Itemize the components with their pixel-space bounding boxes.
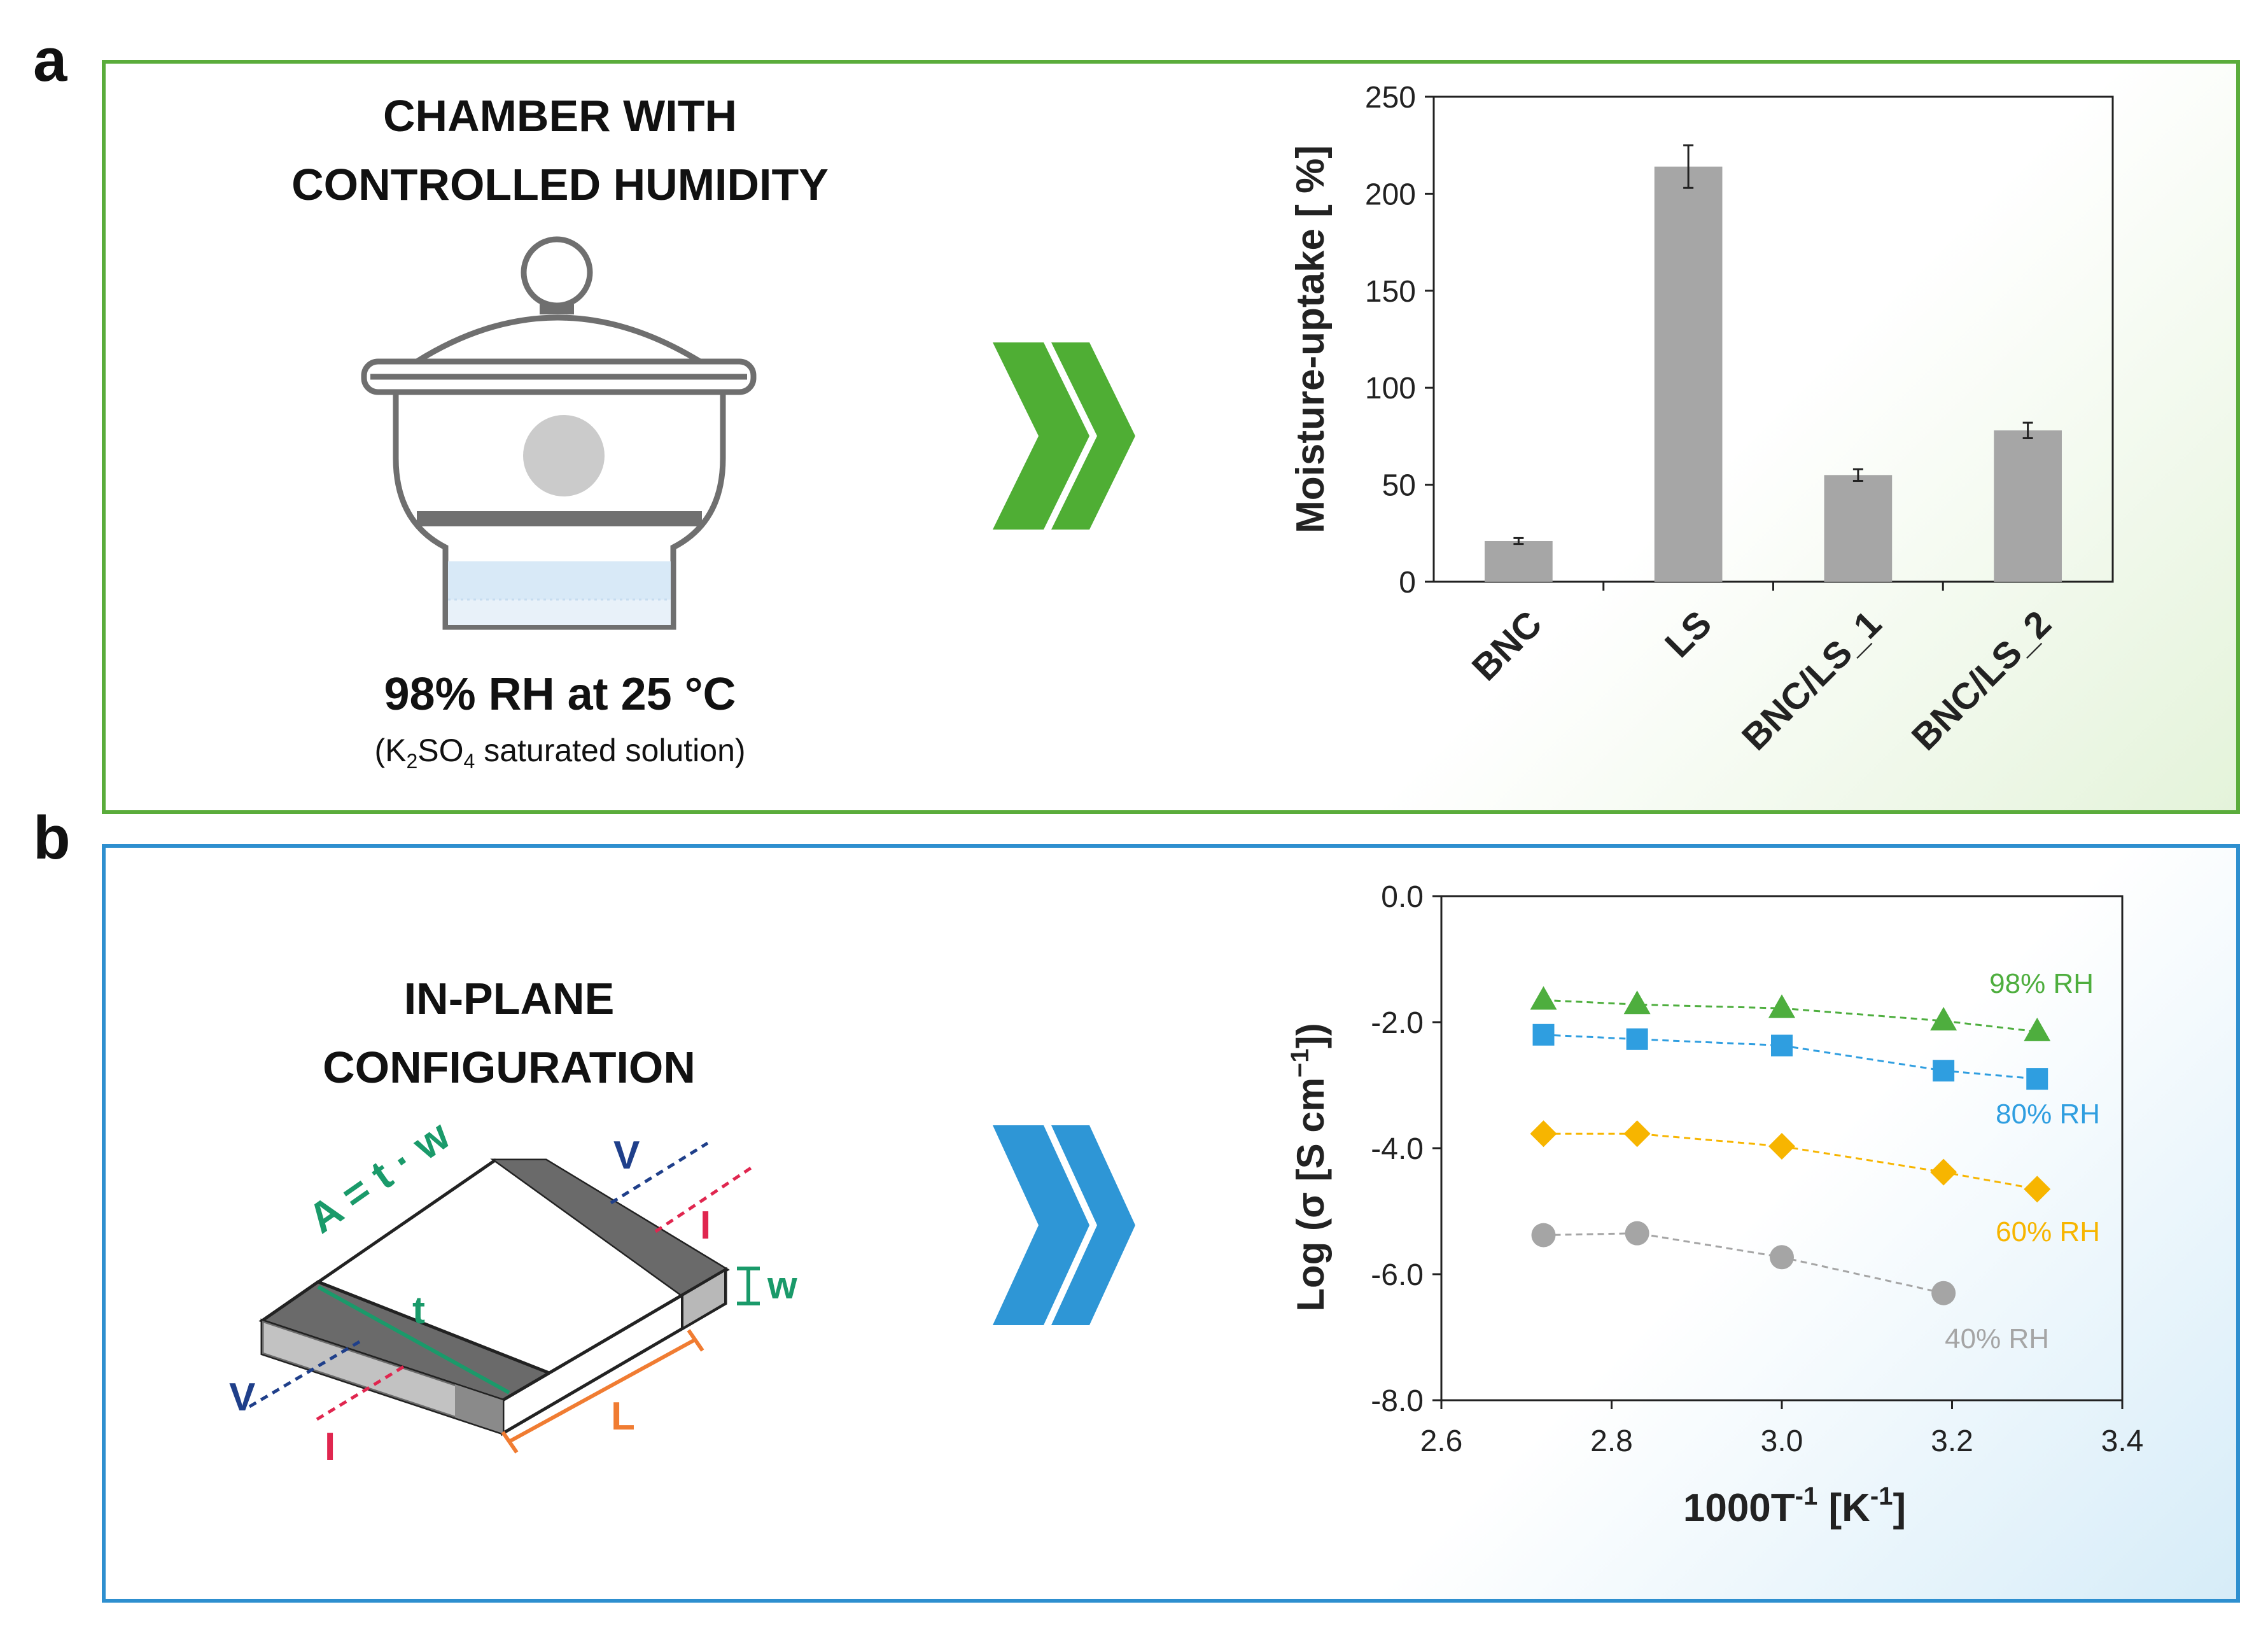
- solution-label: (K2SO4 saturated solution): [305, 732, 815, 773]
- t-label: t: [412, 1289, 425, 1331]
- condition-label: 98% RH at 25 °C: [384, 669, 736, 720]
- panel-b-frame: [102, 844, 2240, 1603]
- l-label: L: [611, 1395, 635, 1438]
- v-label-right: V: [613, 1134, 640, 1177]
- solution-k-sub: 2: [406, 750, 418, 773]
- i-label-left: I: [325, 1425, 336, 1469]
- i-label-right: I: [700, 1204, 711, 1247]
- solution-open: (K: [374, 733, 407, 768]
- chamber-heading-line1: CHAMBER WITH: [382, 91, 738, 141]
- panel-letter-b: b: [33, 804, 71, 872]
- inplane-heading-line2: CONFIGURATION: [323, 1043, 696, 1092]
- chamber-heading-line2: CONTROLLED HUMIDITY: [291, 160, 829, 209]
- solution-so: SO: [417, 733, 464, 768]
- solution-rest: saturated solution): [475, 733, 746, 768]
- solution-so-sub: 4: [463, 750, 475, 773]
- w-label: w: [767, 1264, 797, 1307]
- panel-letter-a: a: [33, 26, 67, 94]
- v-label-left: V: [229, 1375, 256, 1419]
- inplane-heading-line1: IN-PLANE: [403, 974, 615, 1023]
